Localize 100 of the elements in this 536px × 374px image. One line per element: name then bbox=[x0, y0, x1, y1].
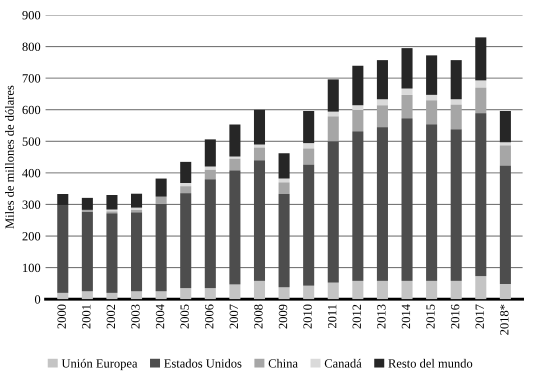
bar bbox=[106, 292, 118, 300]
bar bbox=[204, 288, 216, 300]
legend-label: Estados Unidos bbox=[164, 358, 242, 368]
bar bbox=[229, 124, 240, 156]
bar bbox=[254, 110, 266, 144]
y-tick-label: 300 bbox=[22, 200, 40, 209]
bar bbox=[376, 60, 388, 100]
bar bbox=[450, 99, 462, 105]
bar bbox=[426, 94, 438, 100]
x-tick-label: 2015 bbox=[426, 304, 435, 329]
bar bbox=[156, 196, 167, 204]
bar bbox=[500, 110, 511, 142]
y-tick-label: 900 bbox=[22, 10, 40, 20]
x-tick-label: 2018* bbox=[500, 304, 509, 335]
legend-label: Unión Europea bbox=[62, 358, 138, 370]
bar bbox=[180, 288, 192, 300]
bar bbox=[254, 280, 266, 300]
bar bbox=[500, 166, 511, 284]
bar bbox=[500, 145, 511, 166]
bar bbox=[475, 37, 486, 80]
bar bbox=[450, 129, 462, 281]
bar bbox=[376, 280, 388, 300]
bar bbox=[229, 156, 240, 159]
bar bbox=[229, 158, 240, 170]
bar bbox=[278, 194, 290, 288]
bar bbox=[376, 99, 388, 106]
x-tick-label: 2000 bbox=[57, 304, 66, 329]
bar bbox=[426, 280, 438, 300]
bar bbox=[204, 166, 216, 170]
bar bbox=[303, 143, 314, 149]
bar bbox=[500, 284, 511, 300]
bar bbox=[57, 205, 68, 293]
bar bbox=[475, 88, 486, 114]
bar bbox=[156, 291, 167, 300]
bar bbox=[82, 198, 93, 210]
x-tick-label: 2013 bbox=[377, 304, 386, 329]
x-tick-label: 2007 bbox=[230, 304, 238, 329]
bar bbox=[401, 280, 413, 300]
x-tick-label: 2010 bbox=[303, 304, 312, 329]
bar bbox=[352, 66, 364, 106]
x-tick-label: 2014 bbox=[402, 304, 410, 329]
bar bbox=[180, 162, 192, 183]
y-axis-title: Miles de millones de dólares bbox=[5, 86, 14, 229]
y-tick-label: 500 bbox=[22, 137, 40, 146]
bar bbox=[401, 88, 413, 95]
bar bbox=[475, 80, 486, 88]
bar bbox=[254, 148, 266, 160]
bar bbox=[328, 116, 339, 142]
y-tick-label: 400 bbox=[22, 168, 40, 178]
bar bbox=[254, 144, 266, 148]
legend-label: Canadá bbox=[324, 358, 362, 368]
bar bbox=[278, 178, 290, 182]
bar bbox=[401, 94, 413, 118]
x-tick-label: 2008 bbox=[254, 304, 263, 329]
y-tick-label: 700 bbox=[22, 74, 40, 83]
bar bbox=[131, 210, 142, 212]
x-tick-label: 2016 bbox=[450, 304, 460, 329]
bar bbox=[156, 178, 167, 197]
bar bbox=[450, 280, 462, 300]
bar bbox=[401, 48, 413, 89]
bar bbox=[229, 170, 240, 284]
bar bbox=[401, 118, 413, 281]
bar bbox=[303, 110, 314, 144]
bar bbox=[57, 194, 68, 206]
bar bbox=[328, 141, 339, 282]
y-tick-label: 100 bbox=[23, 264, 40, 272]
x-tick-label: 2012 bbox=[352, 304, 361, 329]
x-tick-label: 2002 bbox=[106, 304, 116, 329]
bar bbox=[57, 292, 68, 300]
bar bbox=[475, 276, 486, 300]
bar bbox=[328, 282, 339, 300]
bar bbox=[106, 194, 118, 210]
bar bbox=[131, 212, 142, 292]
x-tick-label: 2011 bbox=[328, 304, 336, 328]
bar bbox=[376, 127, 388, 281]
bar bbox=[426, 55, 438, 95]
legend-label: Resto del mundo bbox=[388, 358, 472, 368]
y-tick-label: 0 bbox=[34, 295, 40, 304]
bar bbox=[180, 182, 192, 186]
bar bbox=[450, 104, 462, 130]
x-tick-label: 2001 bbox=[82, 304, 90, 329]
bar bbox=[450, 60, 462, 100]
bar bbox=[131, 291, 142, 300]
x-tick-label: 2004 bbox=[156, 304, 164, 329]
x-tick-label: 2006 bbox=[205, 304, 214, 329]
bar bbox=[303, 164, 314, 286]
bar bbox=[156, 204, 167, 292]
x-tick-label: 2003 bbox=[131, 304, 140, 329]
bar bbox=[426, 100, 438, 125]
x-tick-label: 2009 bbox=[278, 304, 288, 329]
y-tick-label: 600 bbox=[22, 106, 40, 114]
bar bbox=[352, 105, 364, 110]
bar bbox=[82, 212, 93, 292]
bar bbox=[204, 179, 216, 288]
legend-label: China bbox=[268, 358, 298, 368]
bar bbox=[328, 112, 339, 116]
bar bbox=[352, 132, 364, 281]
y-tick-label: 800 bbox=[22, 42, 40, 51]
bar bbox=[204, 170, 216, 180]
x-tick-label: 2017 bbox=[475, 304, 484, 329]
